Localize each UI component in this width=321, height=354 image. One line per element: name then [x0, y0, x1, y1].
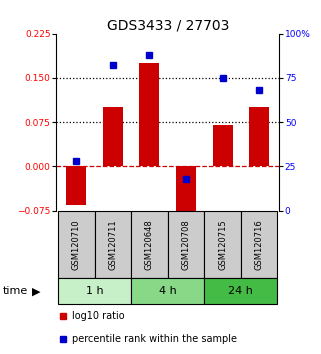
Bar [204, 211, 241, 278]
Bar [58, 278, 131, 304]
Text: 4 h: 4 h [159, 286, 177, 296]
Text: GSM120708: GSM120708 [181, 219, 190, 270]
Bar [95, 211, 131, 278]
Bar [66, 166, 86, 205]
Text: percentile rank within the sample: percentile rank within the sample [72, 334, 237, 344]
Bar [176, 166, 196, 219]
Text: GSM120711: GSM120711 [108, 219, 117, 270]
Text: GSM120648: GSM120648 [145, 219, 154, 270]
Bar [241, 211, 277, 278]
Bar [139, 63, 160, 166]
Bar [58, 211, 95, 278]
Text: ▶: ▶ [32, 286, 40, 296]
Bar [131, 278, 204, 304]
Bar [103, 107, 123, 166]
Text: 1 h: 1 h [86, 286, 103, 296]
Bar [213, 125, 233, 166]
Title: GDS3433 / 27703: GDS3433 / 27703 [107, 18, 229, 33]
Text: GSM120715: GSM120715 [218, 219, 227, 270]
Bar [249, 107, 269, 166]
Text: GSM120710: GSM120710 [72, 219, 81, 270]
Text: 24 h: 24 h [229, 286, 253, 296]
Bar [204, 278, 277, 304]
Bar [131, 211, 168, 278]
Bar [168, 211, 204, 278]
Text: time: time [3, 286, 29, 296]
Text: log10 ratio: log10 ratio [72, 311, 125, 321]
Text: GSM120716: GSM120716 [255, 219, 264, 270]
